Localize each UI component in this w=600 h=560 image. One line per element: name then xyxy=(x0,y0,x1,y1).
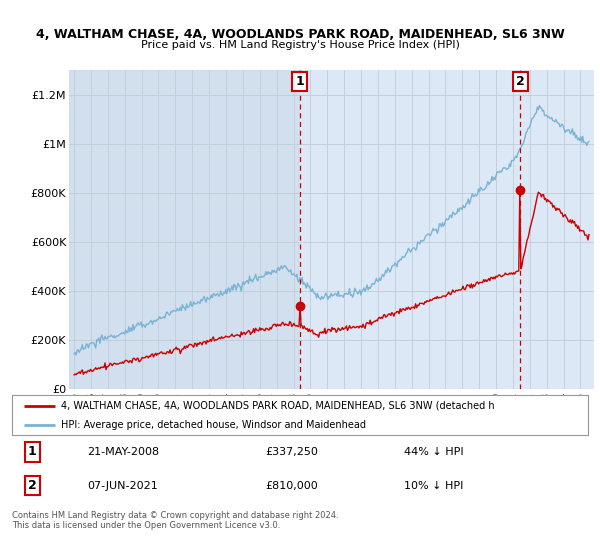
Text: Price paid vs. HM Land Registry's House Price Index (HPI): Price paid vs. HM Land Registry's House … xyxy=(140,40,460,50)
Text: 4, WALTHAM CHASE, 4A, WOODLANDS PARK ROAD, MAIDENHEAD, SL6 3NW (detached h: 4, WALTHAM CHASE, 4A, WOODLANDS PARK ROA… xyxy=(61,401,494,410)
Bar xyxy=(69,70,300,389)
Text: 10% ↓ HPI: 10% ↓ HPI xyxy=(404,480,463,491)
Bar xyxy=(300,70,594,389)
Text: 1: 1 xyxy=(296,75,304,88)
Text: 1: 1 xyxy=(28,445,37,459)
Text: Contains HM Land Registry data © Crown copyright and database right 2024.
This d: Contains HM Land Registry data © Crown c… xyxy=(12,511,338,530)
Text: 07-JUN-2021: 07-JUN-2021 xyxy=(87,480,158,491)
Text: £337,250: £337,250 xyxy=(265,447,319,457)
Text: HPI: Average price, detached house, Windsor and Maidenhead: HPI: Average price, detached house, Wind… xyxy=(61,420,366,430)
Text: 4, WALTHAM CHASE, 4A, WOODLANDS PARK ROAD, MAIDENHEAD, SL6 3NW: 4, WALTHAM CHASE, 4A, WOODLANDS PARK ROA… xyxy=(35,28,565,41)
Text: 2: 2 xyxy=(28,479,37,492)
Text: 44% ↓ HPI: 44% ↓ HPI xyxy=(404,447,463,457)
Text: 21-MAY-2008: 21-MAY-2008 xyxy=(87,447,159,457)
Text: 2: 2 xyxy=(516,75,524,88)
Text: £810,000: £810,000 xyxy=(265,480,318,491)
